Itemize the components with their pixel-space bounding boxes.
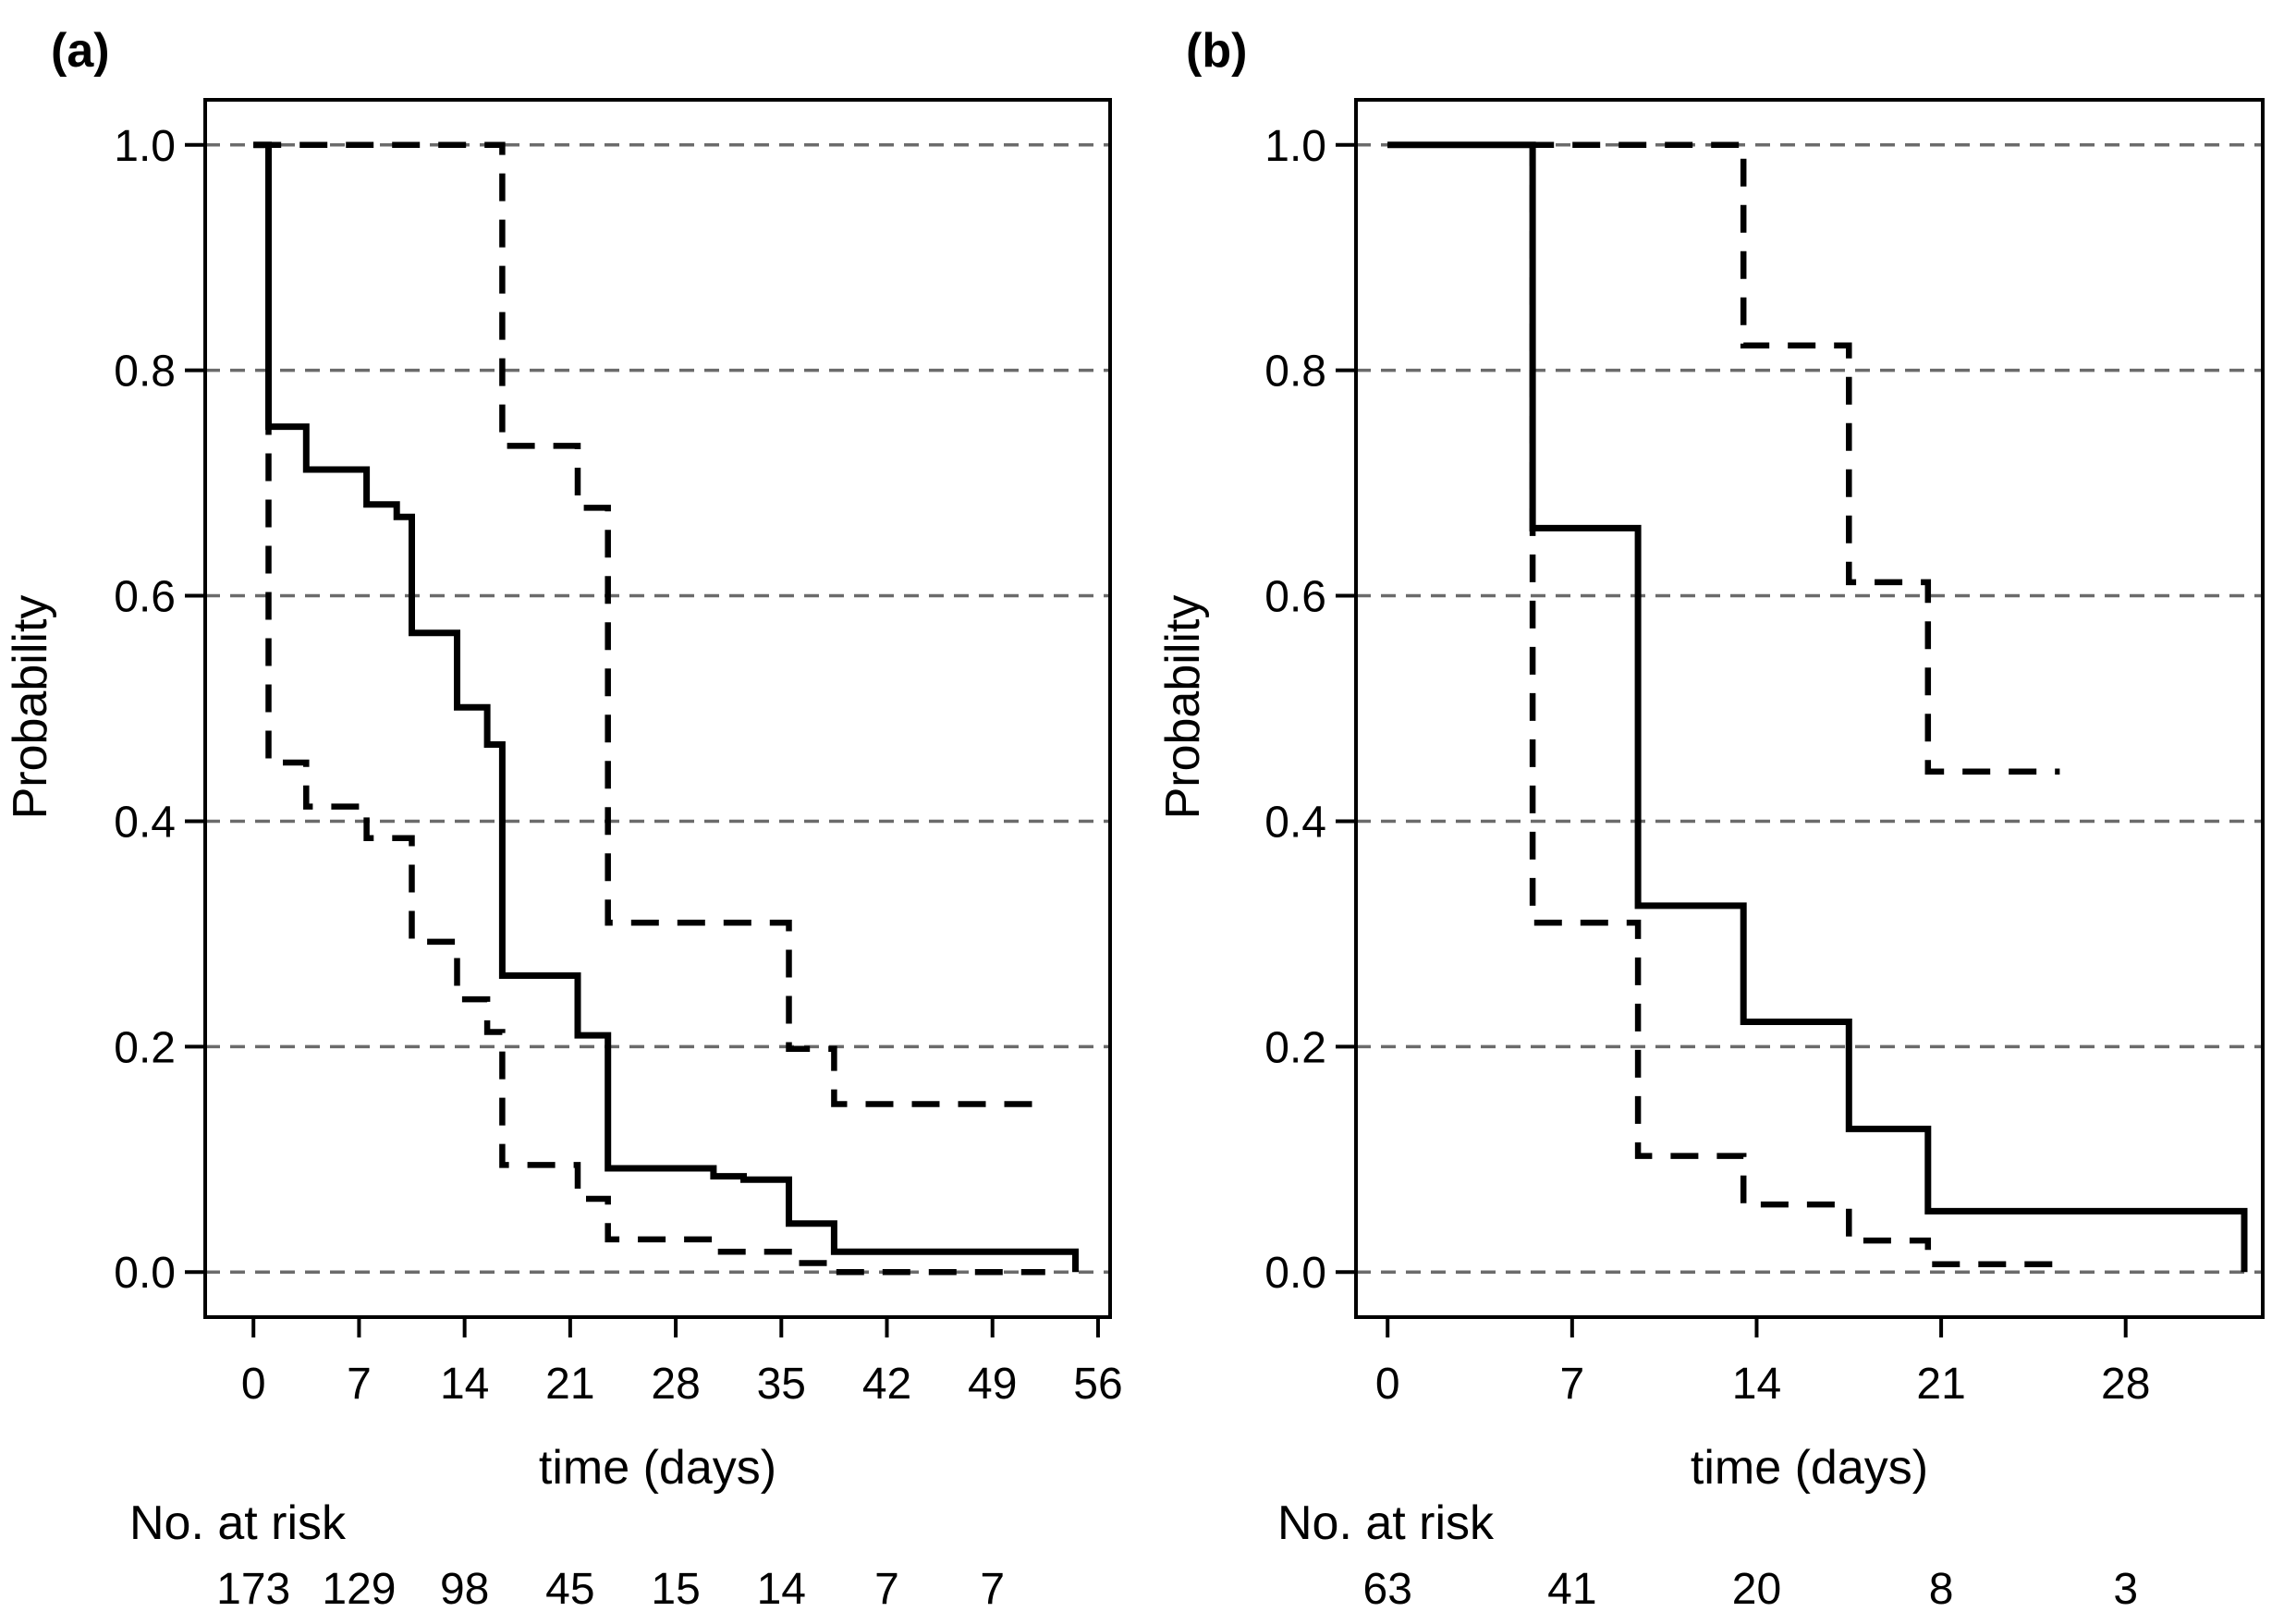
panel-b-risk-count: 41 [1547,1565,1596,1614]
panel-b-risk-count: 20 [1732,1565,1781,1614]
panel-b-ytick-label: 0.0 [1264,1249,1326,1298]
panel-a-xtick-label: 7 [347,1360,372,1409]
panel-b-xtick-label: 21 [1916,1360,1965,1409]
panel-a-ytick-label: 0.6 [114,573,176,622]
panel-b-label: (b) [1186,24,1247,78]
panel-a-series-2-dashed [253,141,1045,1276]
panel-a-ytick-label: 0.2 [114,1023,176,1072]
panel-a-risk-count: 14 [757,1565,806,1614]
panel-a-xtick-label: 14 [440,1360,489,1409]
panel-b-ytick-label: 0.2 [1264,1023,1326,1072]
panel-b-xtick-label: 28 [2101,1360,2150,1409]
panel-a-risk-count: 7 [874,1565,899,1614]
panel-a-series-3-dashed [253,141,1045,1107]
panel-a-risk-title: No. at risk [129,1496,347,1550]
panel-b-ytick-label: 1.0 [1264,122,1326,171]
panel-b-series-3-dashed [1387,141,2060,775]
panel-b-series-2-dashed [1387,141,2060,1267]
panel-a-frame [203,98,1112,1319]
panel-a-xlabel: time (days) [539,1441,776,1495]
panel-a-ytick-label: 0.8 [114,348,176,397]
panel-b-risk-title: No. at risk [1277,1496,1495,1550]
panel-b-risk-count: 63 [1363,1565,1412,1614]
panel-a-xtick-label: 0 [241,1360,266,1409]
panel-b-frame [1354,98,2265,1319]
panel-b-xtick-label: 14 [1732,1360,1781,1409]
panel-b-ytick-label: 0.4 [1264,798,1326,847]
panel-a: (a) 0.0 0.2 0.4 0.6 0.8 1.0 0 7 14 21 28 35 42 49 56 tim… [4,24,1123,1614]
panel-b-xlabel: time (days) [1691,1441,1928,1495]
panel-a-xtick-label: 21 [545,1360,594,1409]
panel-b-xtick-label: 0 [1375,1360,1400,1409]
panel-a-series-1-solid [253,141,1079,1273]
panel-a-xtick-label: 42 [862,1360,911,1409]
panel-a-ylabel: Probability [4,595,57,820]
panel-b-ytick-label: 0.6 [1264,573,1326,622]
panel-a-xtick-label: 56 [1073,1360,1122,1409]
panel-a-risk-count: 45 [545,1565,594,1614]
panel-b-series-1-solid [1387,141,2248,1273]
panel-b-ytick-label: 0.8 [1264,348,1326,397]
panel-b: (b) 0.0 0.2 0.4 0.6 0.8 1.0 0 7 14 21 28 time (days)… [1156,24,2265,1614]
panel-a-ytick-label: 0.4 [114,798,176,847]
panel-b-xtick-label: 7 [1559,1360,1584,1409]
panel-a-risk-count: 15 [651,1565,700,1614]
panel-b-risk-count: 8 [1929,1565,1954,1614]
panel-a-label: (a) [51,24,110,78]
panel-b-risk-count: 3 [2113,1565,2138,1614]
panel-b-ylabel: Probability [1156,595,1210,820]
panel-a-xtick-label: 49 [968,1360,1017,1409]
panel-a-risk-count: 129 [322,1565,396,1614]
panel-a-xtick-label: 35 [757,1360,806,1409]
panel-a-xtick-label: 28 [651,1360,700,1409]
panel-a-ytick-label: 1.0 [114,122,176,171]
panel-a-risk-count: 7 [980,1565,1005,1614]
panel-a-risk-count: 173 [216,1565,290,1614]
panel-a-ytick-label: 0.0 [114,1249,176,1298]
panel-a-risk-count: 98 [440,1565,489,1614]
